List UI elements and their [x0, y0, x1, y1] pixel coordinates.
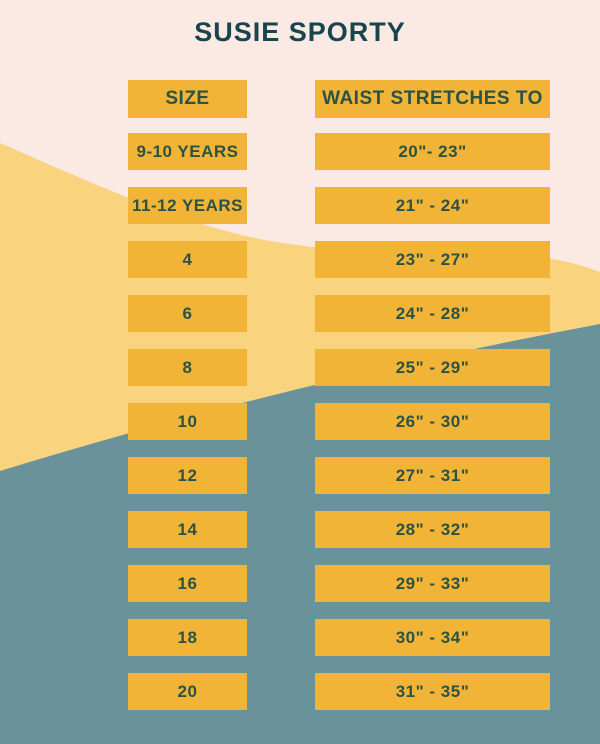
size-cell: 10 [128, 403, 247, 440]
waist-cell: 28" - 32" [315, 511, 550, 548]
waist-cell: 23" - 27" [315, 241, 550, 278]
size-cell: 4 [128, 241, 247, 278]
size-cell: 11-12 YEARS [128, 187, 247, 224]
table-row: 4 23" - 27" [0, 241, 600, 278]
waist-cell: 30" - 34" [315, 619, 550, 656]
waist-cell: 31" - 35" [315, 673, 550, 710]
waist-cell: 21" - 24" [315, 187, 550, 224]
waist-cell: 26" - 30" [315, 403, 550, 440]
waist-cell: 27" - 31" [315, 457, 550, 494]
table-row: 9-10 YEARS 20"- 23" [0, 133, 600, 170]
table-row: 14 28" - 32" [0, 511, 600, 548]
size-cell: 16 [128, 565, 247, 602]
size-cell: 6 [128, 295, 247, 332]
size-cell: 9-10 YEARS [128, 133, 247, 170]
column-header-waist: WAIST STRETCHES TO [315, 80, 550, 118]
table-row: 16 29" - 33" [0, 565, 600, 602]
waist-cell: 20"- 23" [315, 133, 550, 170]
table-row: 20 31" - 35" [0, 673, 600, 710]
table-row: 12 27" - 31" [0, 457, 600, 494]
table-row: 18 30" - 34" [0, 619, 600, 656]
table-row: 10 26" - 30" [0, 403, 600, 440]
table-row: 6 24" - 28" [0, 295, 600, 332]
size-cell: 12 [128, 457, 247, 494]
waist-cell: 24" - 28" [315, 295, 550, 332]
waist-cell: 25" - 29" [315, 349, 550, 386]
size-cell: 14 [128, 511, 247, 548]
waist-cell: 29" - 33" [315, 565, 550, 602]
size-cell: 20 [128, 673, 247, 710]
size-cell: 18 [128, 619, 247, 656]
column-header-size: SIZE [128, 80, 247, 118]
size-cell: 8 [128, 349, 247, 386]
page-title: SUSIE SPORTY [194, 17, 406, 47]
table-row: 8 25" - 29" [0, 349, 600, 386]
table-row: 11-12 YEARS 21" - 24" [0, 187, 600, 224]
